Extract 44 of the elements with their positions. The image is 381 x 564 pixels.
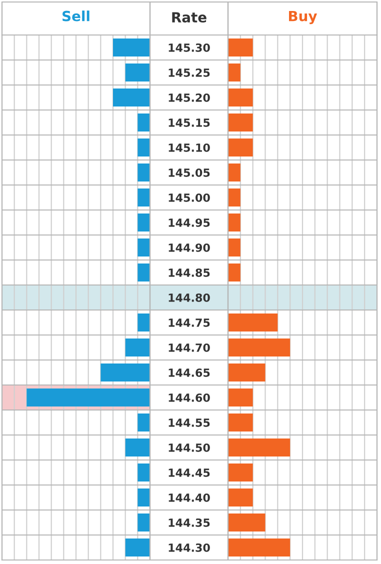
y-tick-label: 144.85 [168,268,210,277]
y-tick-label: 144.50 [168,443,210,452]
y-tick-label: 145.25 [168,68,210,77]
y-tick-label: 144.35 [168,518,210,527]
y-tick-label: 145.30 [168,43,210,52]
y-tick-label: 145.00 [168,193,210,202]
bar [228,314,278,332]
bar [228,164,240,182]
bar [228,364,266,382]
bar [228,214,240,232]
y-axis-title: Rate [172,12,206,23]
bar [228,38,253,56]
y-tick-label: 144.80 [168,293,210,302]
bar [228,538,290,556]
bar [228,488,253,506]
bar [228,338,290,356]
y-tick-label: 144.40 [168,493,210,502]
bar [228,64,240,82]
bar [228,188,240,206]
bar [228,514,266,532]
y-tick-label: 144.95 [168,218,210,227]
y-tick-label: 145.10 [168,143,210,152]
bar [228,464,253,482]
y-tick-label: 145.05 [168,168,210,177]
bar [228,388,253,406]
bar [228,414,253,432]
bar [228,114,253,132]
chart-title: Sell [62,10,90,22]
bar [228,438,290,456]
y-tick-label: 144.55 [168,418,210,427]
y-tick-label: 145.15 [168,118,210,127]
bar [228,138,253,156]
y-tick-label: 145.20 [168,93,210,102]
y-tick-label: 144.60 [168,393,210,402]
y-tick-label: 144.45 [168,468,210,477]
y-tick-label: 144.30 [168,543,210,552]
y-tick-label: 144.90 [168,243,210,252]
y-tick-label: 144.65 [168,368,210,377]
y-tick-label: 144.70 [168,343,210,352]
chart-title: Buy [289,10,318,24]
bar [228,238,240,256]
bar [228,264,240,282]
y-tick-label: 144.75 [168,318,210,327]
bar [228,88,253,106]
